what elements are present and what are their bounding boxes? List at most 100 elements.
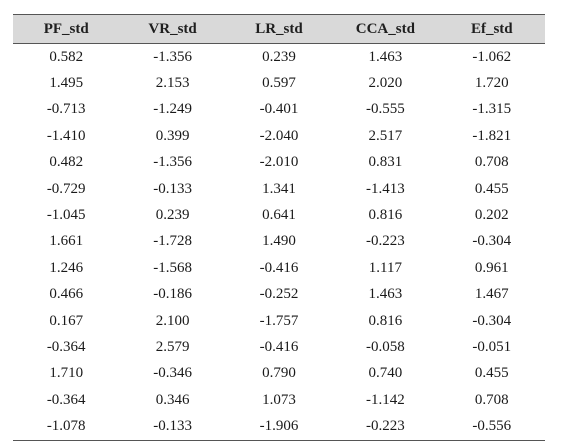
table-cell: 0.239 [155,207,190,224]
table-cell: -1.410 [46,127,86,144]
table-cell: -2.010 [259,154,299,171]
table-row: 1.246 -1.568 -0.416 1.117 0.961 [13,255,545,281]
table-cell: -0.401 [259,101,299,118]
table-cell: -0.729 [46,180,86,197]
table-cell: -0.713 [46,101,86,118]
table-row: 1.661 -1.728 1.490 -0.223 -0.304 [13,229,545,255]
table-row: -1.045 0.239 0.641 0.816 0.202 [13,202,545,228]
table-cell: -0.223 [365,233,405,250]
table-row: -1.410 0.399 -2.040 2.517 -1.821 [13,123,545,149]
table-row: -0.729 -0.133 1.341 -1.413 0.455 [13,176,545,202]
table-cell: 2.100 [155,312,190,329]
table-cell: 1.720 [474,75,509,92]
table-cell: 0.816 [368,207,403,224]
table-cell: 0.708 [474,391,509,408]
table-cell: -1.413 [365,180,405,197]
table-cell: -0.416 [259,338,299,355]
table-cell: 1.490 [262,233,296,250]
table-cell: 0.399 [155,127,190,144]
table-row: -1.078 -0.133 -1.906 -0.223 -0.556 [13,413,545,441]
table-cell: 2.020 [368,75,403,92]
table-row: -0.364 2.579 -0.416 -0.058 -0.051 [13,334,545,360]
column-header-pf-std: PF_std [13,14,120,44]
table-cell: -1.821 [472,127,512,144]
table-cell: -0.058 [365,338,405,355]
table-cell: -1.249 [153,101,192,118]
table-cell: 0.740 [368,365,403,382]
table-cell: 1.495 [49,75,84,92]
table-cell: 0.708 [474,154,509,171]
table-cell: 0.466 [49,286,84,303]
table-row: 0.582 -1.356 0.239 1.463 -1.062 [13,44,545,71]
table-cell: 2.517 [368,127,403,144]
table-cell: -1.315 [472,101,512,118]
table-cell: 0.482 [49,154,84,171]
table-cell: 0.790 [262,365,296,382]
table-cell: 1.341 [262,180,296,197]
table-row: 0.482 -1.356 -2.010 0.831 0.708 [13,150,545,176]
table-cell: 0.961 [474,259,509,276]
column-header-lr-std: LR_std [225,14,333,44]
table-cell: 2.579 [155,338,190,355]
table-cell: -1.062 [472,48,512,65]
table-cell: 1.246 [49,259,84,276]
table-body: 0.582 -1.356 0.239 1.463 -1.062 1.495 2.153 0.5… [13,44,545,441]
table-header: PF_std VR_std LR_std CCA_std Ef_std [13,14,545,44]
table-cell: -0.555 [365,101,405,118]
table-cell: -0.051 [472,338,512,355]
table-cell: -0.364 [46,391,86,408]
table-cell: 1.467 [474,286,509,303]
table-cell: 1.661 [49,233,84,250]
table-cell: -1.142 [365,391,405,408]
column-header-vr-std: VR_std [119,14,226,44]
table-cell: 1.710 [49,365,84,382]
table-cell: 1.463 [368,286,403,303]
table-cell: 0.831 [368,154,403,171]
table-cell: 0.641 [262,207,296,224]
table-cell: -1.356 [153,48,192,65]
header-row: PF_std VR_std LR_std CCA_std Ef_std [13,14,545,44]
table-cell: -0.346 [153,365,192,382]
table-cell: -0.133 [153,180,192,197]
table-cell: -1.728 [153,233,192,250]
table-cell: -0.186 [153,286,192,303]
table-cell: -1.356 [153,154,192,171]
table-cell: 0.455 [474,365,509,382]
table-cell: 0.346 [155,391,190,408]
table-row: 1.495 2.153 0.597 2.020 1.720 [13,70,545,96]
table-cell: -0.304 [472,233,512,250]
table-cell: -0.133 [119,413,226,441]
table-row: 0.167 2.100 -1.757 0.816 -0.304 [13,308,545,334]
table-cell: -0.252 [259,286,299,303]
column-header-cca-std: CCA_std [332,14,439,44]
table-cell: 0.816 [368,312,403,329]
table-cell: 0.455 [474,180,509,197]
table-cell: 0.239 [262,48,296,65]
table-cell: -2.040 [259,127,299,144]
table-cell: -1.568 [153,259,192,276]
table-cell: -1.078 [13,413,120,441]
table-cell: -1.045 [46,207,86,224]
data-table: PF_std VR_std LR_std CCA_std Ef_std 0.58… [13,14,545,441]
table-cell: 2.153 [155,75,190,92]
table-cell: -1.906 [225,413,333,441]
table-cell: -0.556 [438,413,545,441]
table-cell: -0.364 [46,338,86,355]
table-row: 0.466 -0.186 -0.252 1.463 1.467 [13,282,545,308]
table-cell: 1.463 [368,48,403,65]
table-cell: 0.597 [262,75,296,92]
table-row: -0.713 -1.249 -0.401 -0.555 -1.315 [13,97,545,123]
table-cell: -0.223 [332,413,439,441]
column-header-ef-std: Ef_std [438,14,545,44]
table-cell: 1.073 [262,391,296,408]
table-row: 1.710 -0.346 0.790 0.740 0.455 [13,361,545,387]
data-table-container: PF_std VR_std LR_std CCA_std Ef_std 0.58… [13,14,545,441]
table-cell: 0.582 [49,48,84,65]
table-cell: 1.117 [368,259,402,276]
table-row: -0.364 0.346 1.073 -1.142 0.708 [13,387,545,413]
table-cell: 0.167 [49,312,84,329]
table-cell: -0.304 [472,312,512,329]
table-cell: -1.757 [259,312,299,329]
table-cell: -0.416 [259,259,299,276]
table-cell: 0.202 [474,207,509,224]
